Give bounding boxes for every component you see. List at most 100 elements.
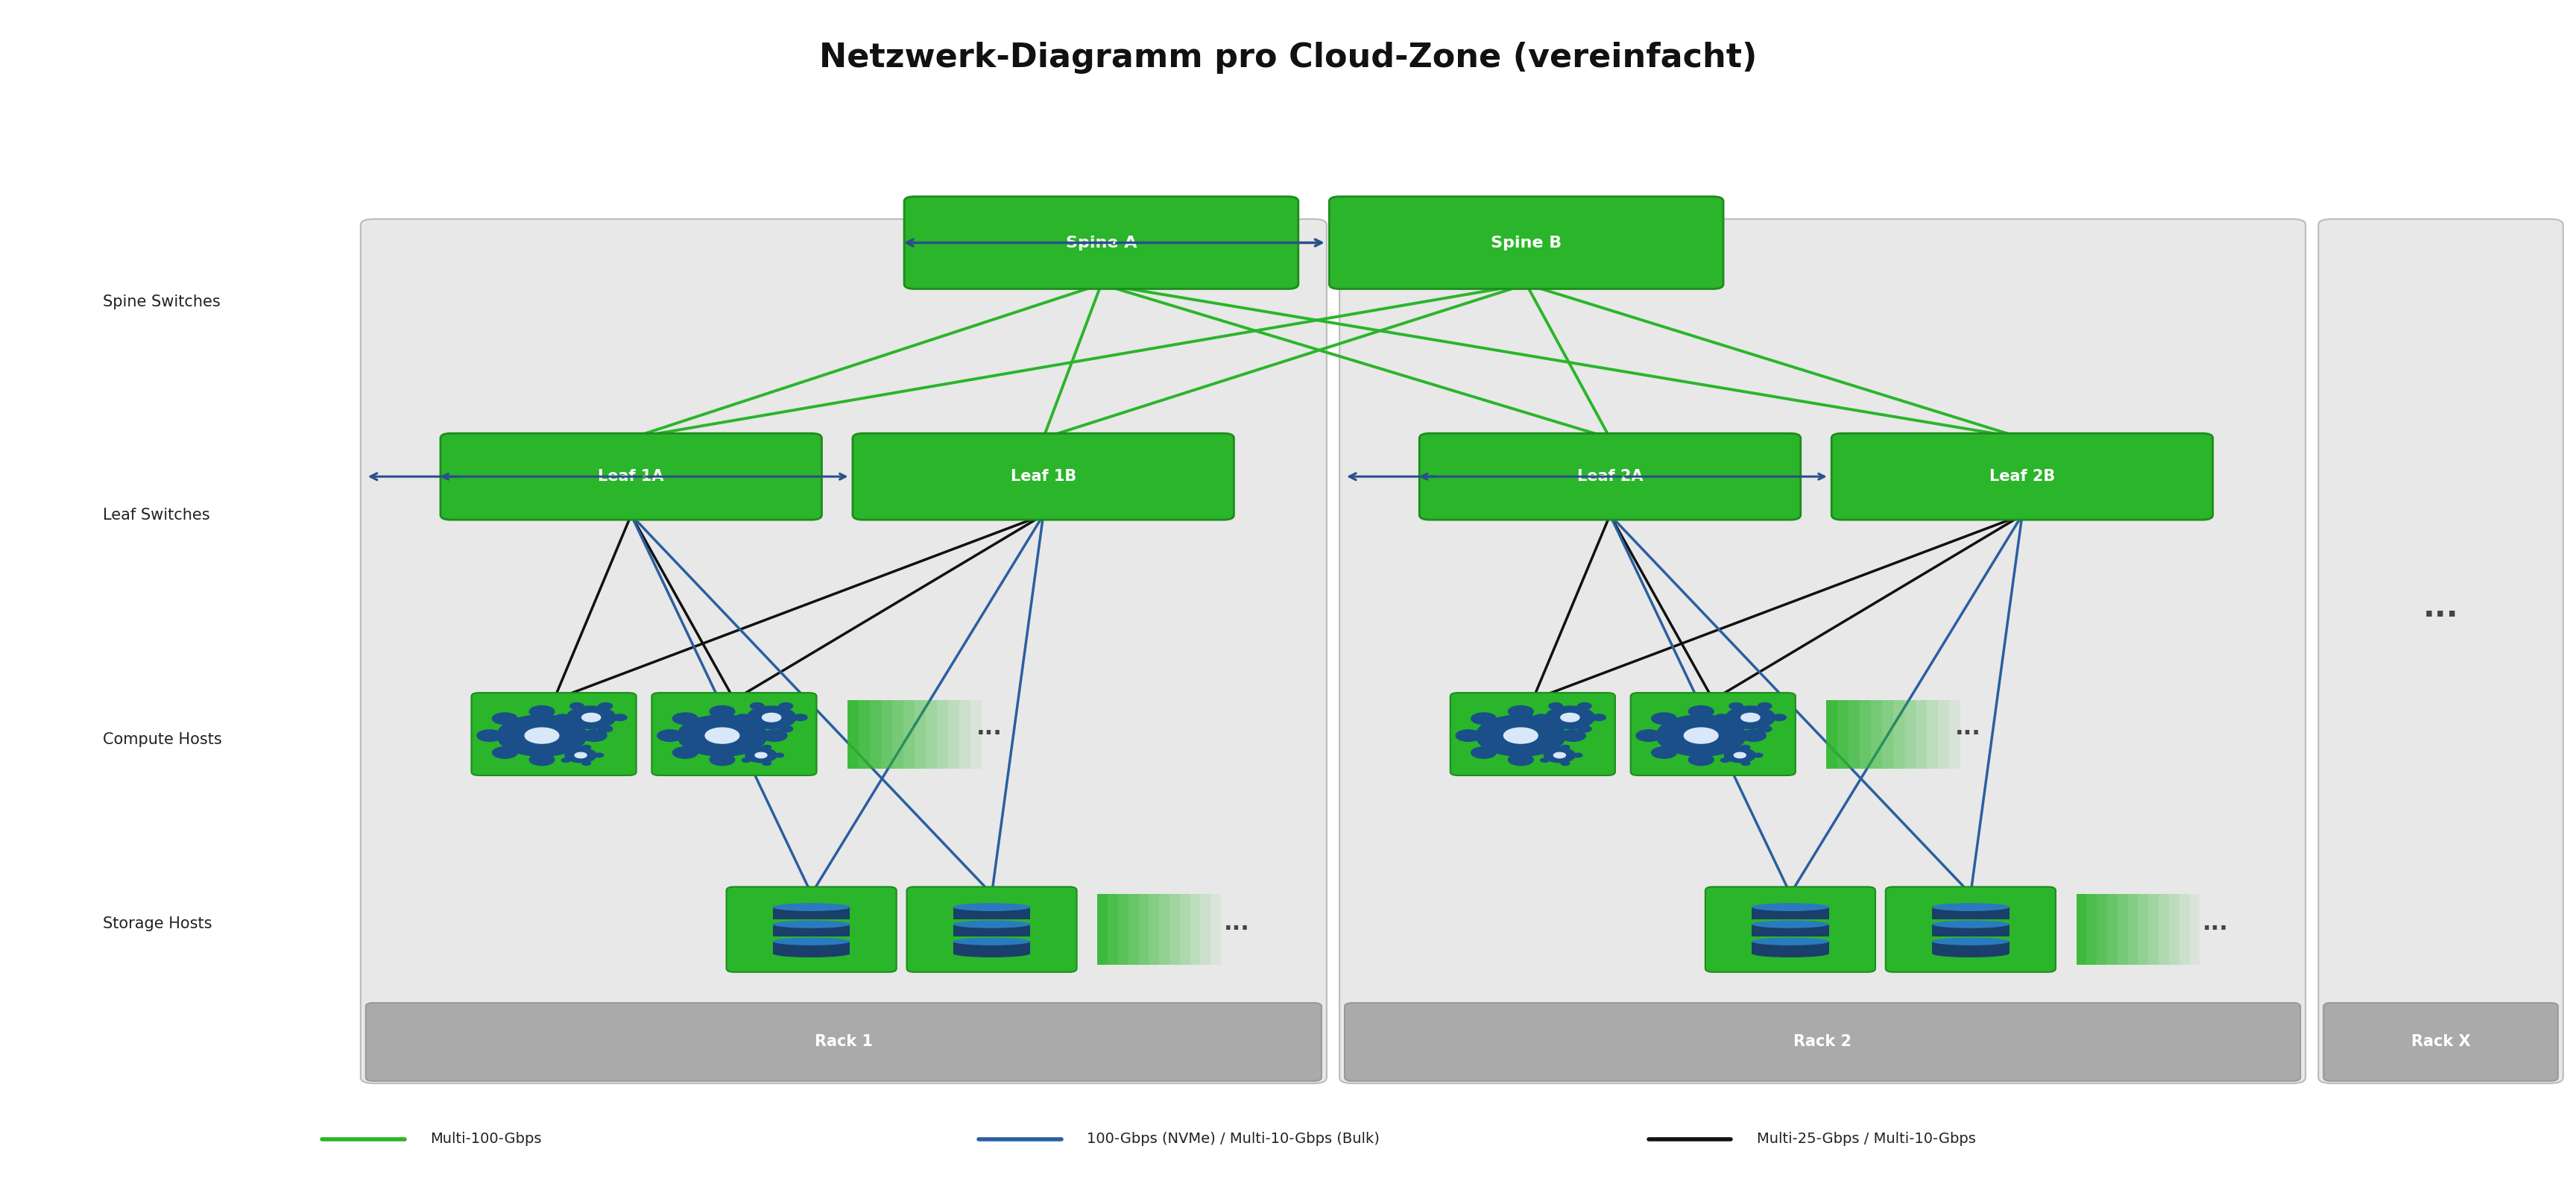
FancyBboxPatch shape (1340, 219, 2306, 1083)
Circle shape (762, 761, 770, 765)
Circle shape (1553, 753, 1566, 758)
FancyBboxPatch shape (652, 693, 817, 776)
Circle shape (1651, 713, 1677, 725)
Bar (904, 700, 914, 768)
Circle shape (1546, 747, 1571, 759)
Text: Storage Hosts: Storage Hosts (103, 916, 211, 931)
Bar (1950, 700, 1960, 768)
Circle shape (742, 748, 750, 752)
Ellipse shape (773, 938, 850, 945)
Circle shape (1728, 726, 1744, 732)
Circle shape (1455, 729, 1481, 741)
Circle shape (1651, 747, 1677, 759)
Ellipse shape (953, 903, 1030, 910)
Circle shape (762, 729, 788, 741)
Ellipse shape (1932, 920, 2009, 928)
Circle shape (582, 761, 590, 765)
Bar (1118, 894, 1128, 965)
Bar (1108, 894, 1118, 965)
Ellipse shape (953, 938, 1030, 945)
FancyBboxPatch shape (1752, 907, 1829, 919)
Circle shape (564, 748, 598, 762)
Circle shape (1687, 754, 1713, 765)
Bar (881, 700, 891, 768)
Bar (2097, 894, 2107, 965)
FancyBboxPatch shape (773, 925, 850, 937)
Circle shape (1540, 748, 1548, 752)
Text: ···: ··· (1955, 723, 1981, 745)
Circle shape (1726, 747, 1752, 759)
Ellipse shape (1752, 903, 1829, 910)
Bar (2138, 894, 2148, 965)
Bar (1128, 894, 1139, 965)
Bar (1860, 700, 1870, 768)
Ellipse shape (953, 920, 1030, 928)
Bar (2190, 894, 2200, 965)
Circle shape (595, 753, 603, 758)
Bar (2076, 894, 2087, 965)
FancyBboxPatch shape (1419, 433, 1801, 520)
Circle shape (778, 726, 793, 732)
Ellipse shape (953, 950, 1030, 958)
Bar (891, 700, 904, 768)
Circle shape (708, 754, 734, 765)
FancyBboxPatch shape (1932, 907, 2009, 919)
Circle shape (582, 713, 600, 722)
Circle shape (750, 703, 765, 709)
Circle shape (567, 713, 592, 725)
Bar (1149, 894, 1159, 965)
Circle shape (672, 713, 698, 725)
Text: Leaf 2B: Leaf 2B (1989, 469, 2056, 484)
Text: Spine Switches: Spine Switches (103, 295, 222, 309)
Circle shape (574, 753, 587, 758)
Circle shape (569, 726, 585, 732)
Circle shape (1574, 753, 1582, 758)
Bar (1904, 700, 1917, 768)
Circle shape (755, 753, 768, 758)
FancyBboxPatch shape (726, 887, 896, 972)
Ellipse shape (773, 950, 850, 958)
Circle shape (1741, 745, 1749, 749)
Circle shape (1561, 713, 1579, 722)
Bar (1917, 700, 1927, 768)
Circle shape (582, 745, 590, 749)
Circle shape (1757, 726, 1772, 732)
Circle shape (556, 714, 569, 721)
Circle shape (598, 703, 613, 709)
Bar (1097, 894, 1108, 965)
FancyBboxPatch shape (2324, 1003, 2558, 1081)
Circle shape (1741, 729, 1767, 741)
FancyBboxPatch shape (2318, 219, 2563, 1083)
Circle shape (750, 726, 765, 732)
Circle shape (562, 748, 569, 752)
Circle shape (1471, 747, 1497, 759)
Circle shape (1548, 726, 1564, 732)
Text: ···: ··· (976, 723, 1002, 745)
Text: Multi-100-Gbps: Multi-100-Gbps (430, 1132, 541, 1146)
Circle shape (778, 703, 793, 709)
Circle shape (1716, 714, 1728, 721)
FancyBboxPatch shape (440, 433, 822, 520)
Bar (2107, 894, 2117, 965)
Ellipse shape (1932, 950, 2009, 958)
Ellipse shape (1932, 903, 2009, 910)
Circle shape (747, 747, 773, 759)
Text: Rack 2: Rack 2 (1793, 1035, 1852, 1049)
FancyBboxPatch shape (904, 197, 1298, 289)
Bar (2128, 894, 2138, 965)
FancyBboxPatch shape (471, 693, 636, 776)
Circle shape (737, 714, 750, 721)
Circle shape (1561, 761, 1569, 765)
Circle shape (1546, 713, 1571, 725)
Bar (2179, 894, 2190, 965)
Circle shape (1734, 753, 1747, 758)
Bar (1937, 700, 1950, 768)
Circle shape (1721, 748, 1728, 752)
Bar (1190, 894, 1200, 965)
Bar (848, 700, 858, 768)
Circle shape (613, 714, 626, 721)
Circle shape (1757, 703, 1772, 709)
Circle shape (1687, 706, 1713, 718)
Circle shape (1577, 703, 1592, 709)
Bar (1211, 894, 1221, 965)
